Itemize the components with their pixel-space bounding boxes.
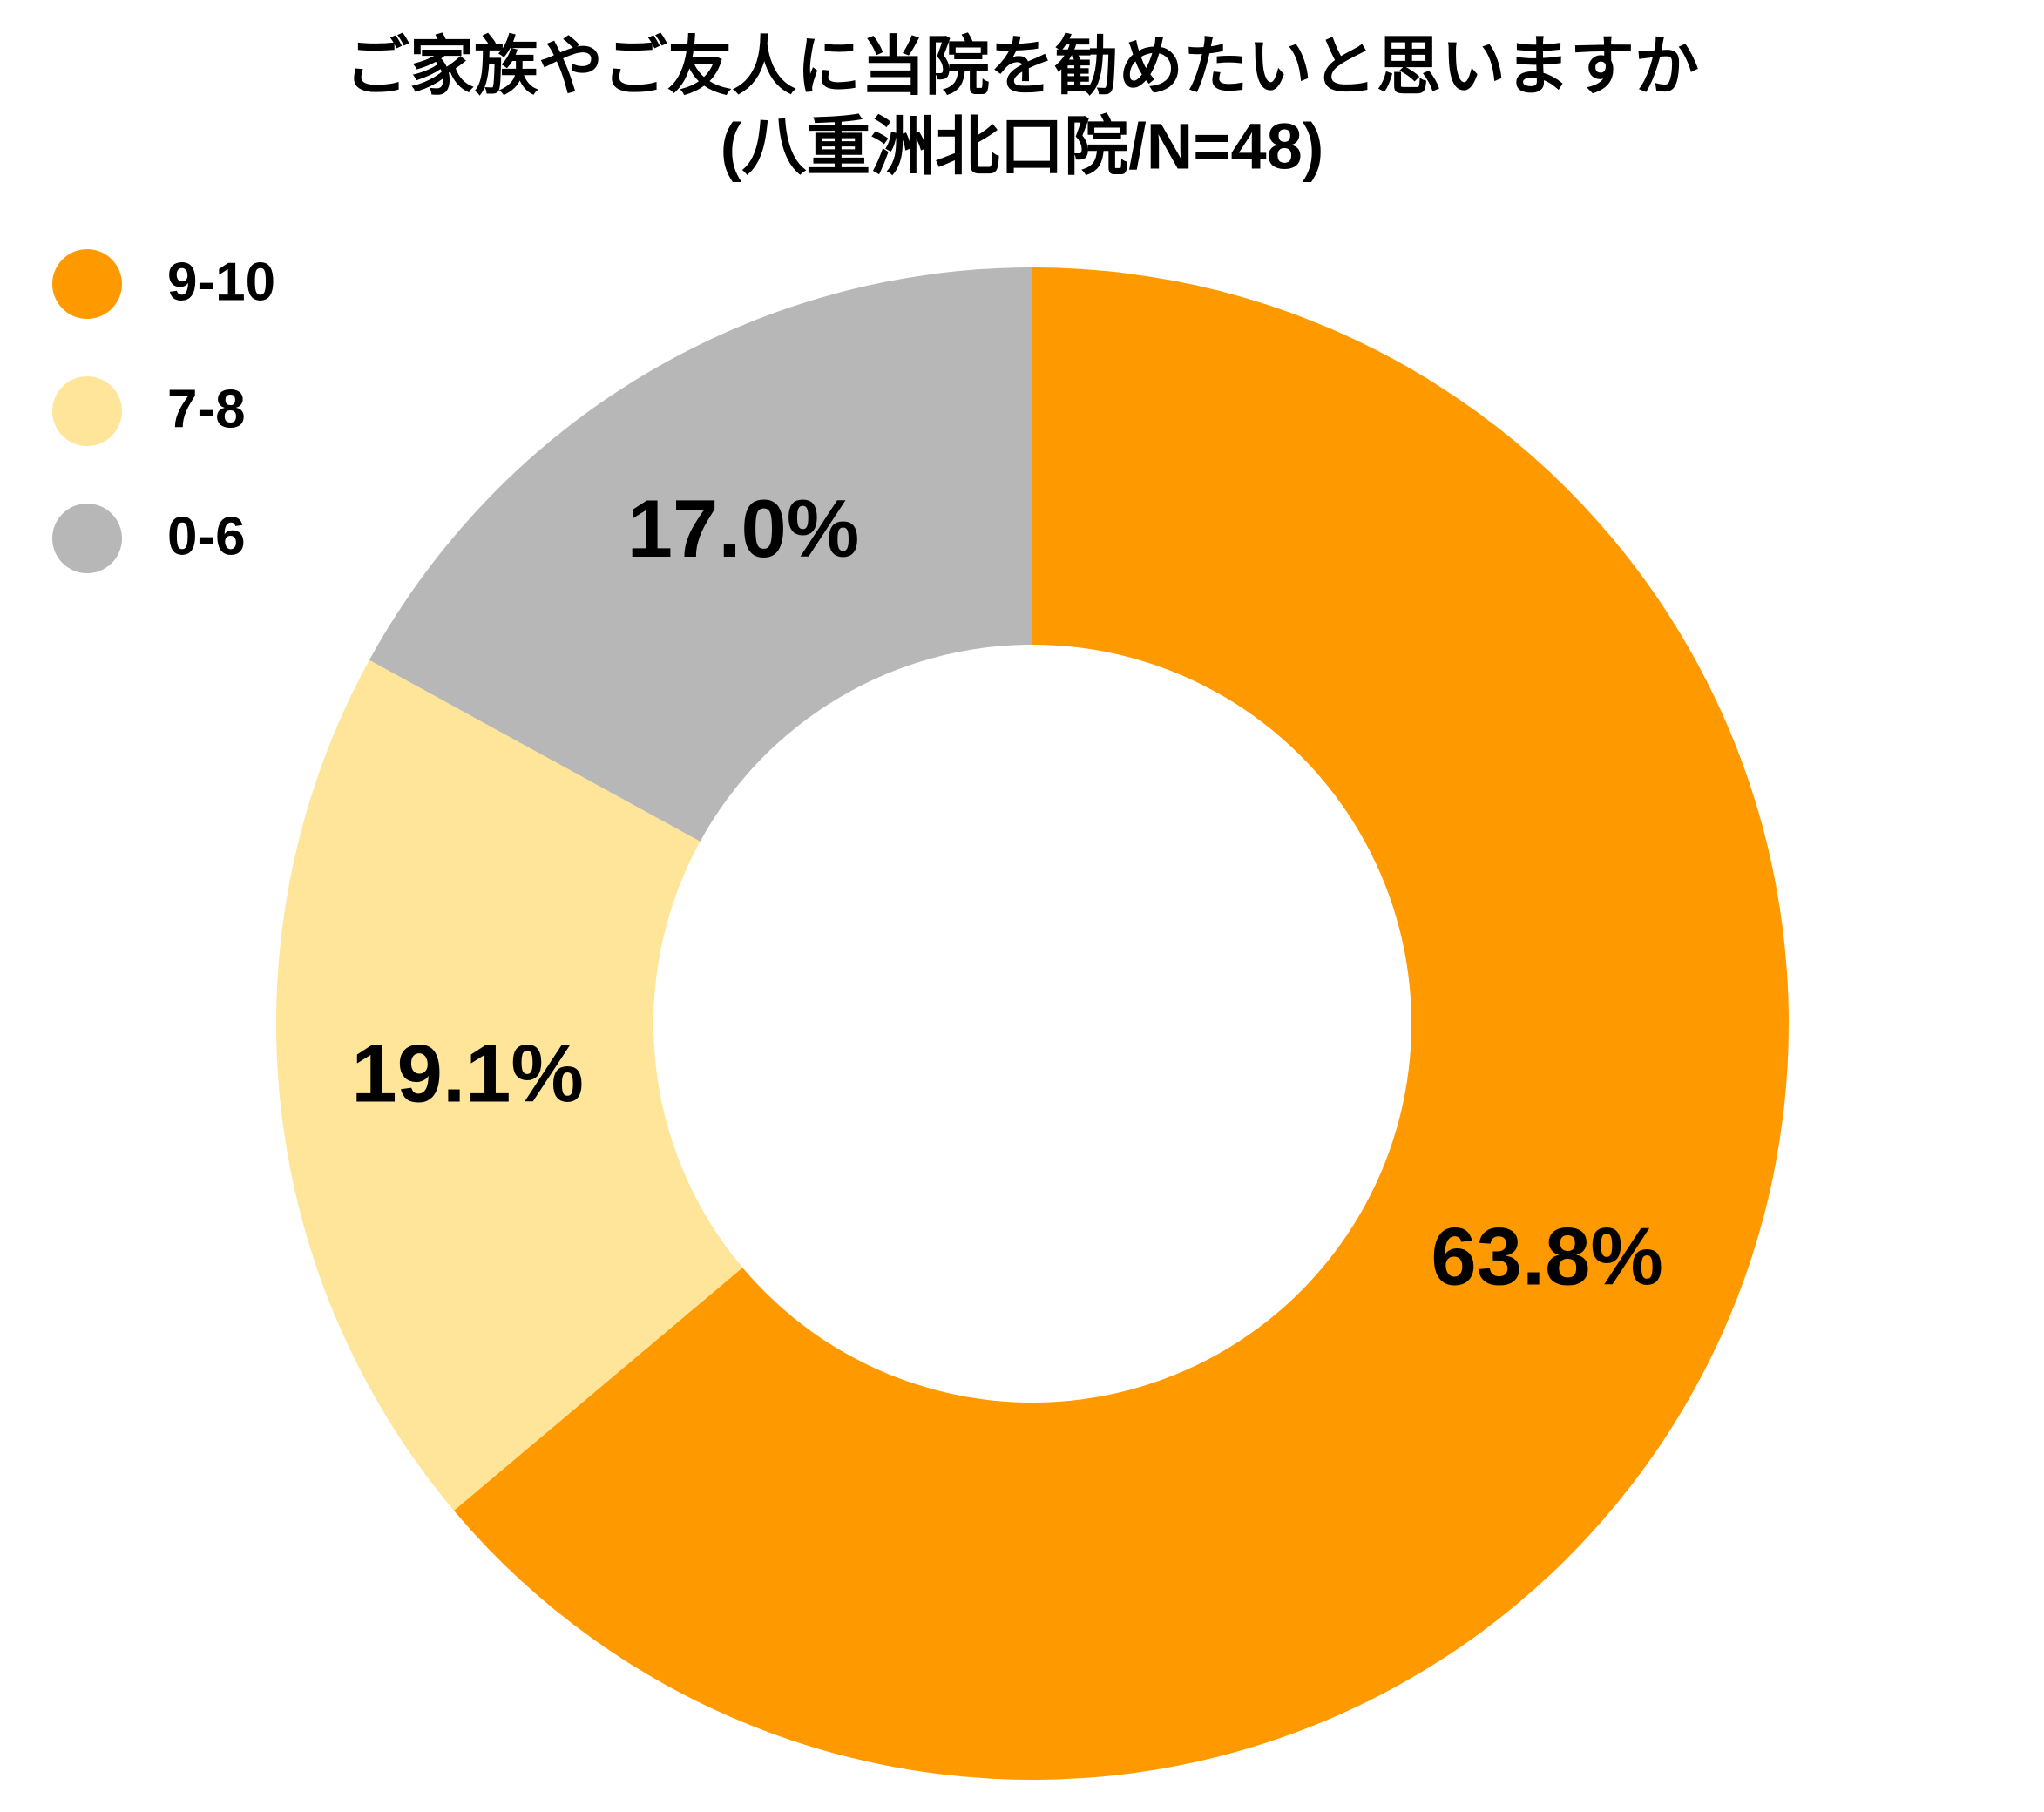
data-label: 19.1%: [351, 1027, 584, 1119]
donut-slice: [369, 267, 1032, 842]
legend-label: 0-6: [167, 506, 246, 566]
data-label: 17.0%: [627, 483, 860, 574]
legend-swatch: [52, 504, 122, 573]
legend-swatch: [52, 249, 122, 319]
chart-title: ご家族やご友人に当院を勧めたいと思いますか: [345, 30, 1699, 103]
legend-label: 9-10: [167, 252, 275, 312]
chart-subtitle: (八重洲北口院/N=48): [721, 111, 1324, 183]
donut-slice: [453, 267, 1789, 1781]
data-label: 63.8%: [1431, 1211, 1663, 1302]
donut-slice: [275, 659, 743, 1511]
legend-label: 7-8: [167, 379, 246, 439]
legend-swatch: [52, 376, 122, 446]
